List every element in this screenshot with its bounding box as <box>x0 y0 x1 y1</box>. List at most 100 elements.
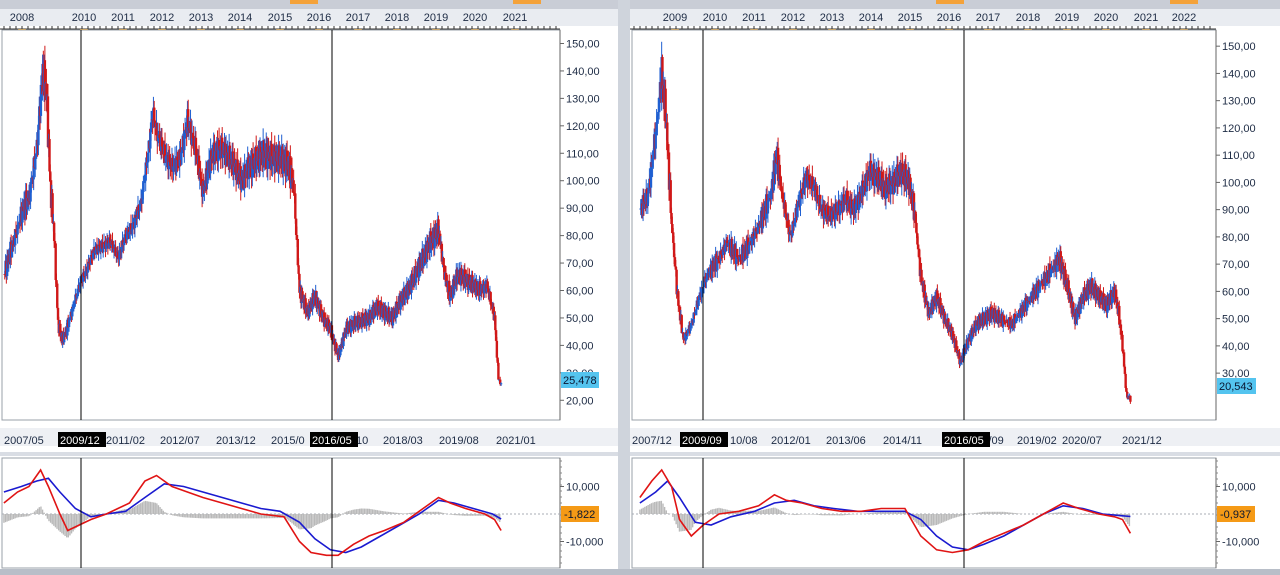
panel-divider[interactable] <box>618 0 630 575</box>
price-tick-label: 110,00 <box>566 148 599 160</box>
candle-body <box>686 331 690 334</box>
candle-body <box>128 231 131 235</box>
candle-body <box>947 318 950 332</box>
candle-body <box>755 228 758 232</box>
last-price-badge <box>561 372 599 388</box>
candle-body <box>225 146 229 156</box>
toolbar-strip <box>630 0 1280 9</box>
candle-body <box>492 306 495 321</box>
candle-body <box>377 300 380 312</box>
candle-body <box>332 334 335 342</box>
candle-body <box>118 250 121 260</box>
candle-body <box>112 248 116 252</box>
candle-body <box>115 255 118 257</box>
candle-body <box>862 186 865 196</box>
left-chart[interactable]: 2008 2010 2011 2012 2013 2014 2015 2016 2017 2018… <box>0 0 618 575</box>
candle-body <box>373 306 376 319</box>
candle-body <box>21 206 24 223</box>
candle-body <box>816 195 820 200</box>
candle-body <box>754 228 757 237</box>
candle-body <box>295 234 299 239</box>
macd-last-label: -0,937 <box>1220 509 1251 521</box>
price-tick-label: 90,00 <box>1222 205 1250 217</box>
date-label: 2012/07 <box>160 435 200 447</box>
cursor-date-label: 2016/05 <box>944 435 984 447</box>
candle-body <box>1015 316 1019 319</box>
candle-body <box>716 257 720 259</box>
candle-body <box>1122 351 1125 353</box>
date-label: 2020/07 <box>1062 435 1102 447</box>
candle-body <box>708 272 711 275</box>
panel-separator <box>0 452 618 456</box>
left-chart-panel[interactable]: 2008 2010 2011 2012 2013 2014 2015 2016 2017 2018… <box>0 0 618 575</box>
date-label: 2015/0 <box>271 435 305 447</box>
candle-body <box>702 286 706 288</box>
candle-body <box>697 299 700 306</box>
candle-body <box>724 245 727 252</box>
candle-body <box>1064 269 1067 285</box>
candle-body <box>197 155 201 179</box>
year-label: 2020 <box>1094 12 1118 24</box>
candle-body <box>932 300 935 312</box>
candle-body <box>682 332 685 340</box>
candle-body <box>62 332 66 343</box>
date-label: 2019/08 <box>439 435 479 447</box>
price-plot-area <box>631 29 1217 421</box>
candle-body <box>448 291 452 301</box>
candle-body <box>677 305 681 307</box>
candle-body <box>414 268 418 283</box>
candle-body <box>951 331 955 340</box>
candle-body <box>32 157 35 180</box>
candle-body <box>91 252 95 259</box>
candle-body <box>1049 269 1052 277</box>
candle-body <box>217 139 221 150</box>
price-tick-label: 80,00 <box>1222 232 1250 244</box>
candle-body <box>274 151 277 173</box>
right-chart-panel[interactable]: 2009 2010 2011 2012 2013 2014 2015 2016 2017 2018… <box>630 0 1280 575</box>
candle-body <box>270 143 273 167</box>
candle-body <box>146 162 149 166</box>
candle-body <box>102 248 105 250</box>
candle-body <box>34 153 38 159</box>
price-tick-label: 40,00 <box>1222 341 1250 353</box>
candle-body <box>180 147 184 153</box>
time-header <box>630 9 1280 26</box>
candle-body <box>792 221 795 225</box>
candle-body <box>190 133 194 145</box>
candle-body <box>195 155 198 158</box>
candle-body <box>642 195 646 206</box>
year-label: 2012 <box>781 12 805 24</box>
candle-body <box>236 159 239 178</box>
candle-body <box>335 343 338 354</box>
candle-body <box>407 284 410 299</box>
last-price-badge <box>1217 378 1256 394</box>
price-tick-label: 60,00 <box>1222 286 1250 298</box>
candle-body <box>168 155 171 163</box>
panel-separator <box>630 452 1280 456</box>
candle-body <box>199 171 202 178</box>
candle-body <box>224 146 228 166</box>
price-tick-label: 130,00 <box>566 93 600 105</box>
candle-body <box>56 307 60 320</box>
year-label: 2009 <box>663 12 687 24</box>
candle-body <box>210 150 213 160</box>
year-label: 2011 <box>111 12 135 24</box>
right-chart[interactable]: 2009 2010 2011 2012 2013 2014 2015 2016 2017 2018… <box>630 0 1280 575</box>
toolbar-marker <box>1170 0 1198 4</box>
candle-body <box>486 281 489 289</box>
macd-last-badge <box>561 506 599 522</box>
candle-body <box>1119 324 1123 335</box>
candle-body <box>792 223 796 225</box>
candle-body <box>793 217 797 224</box>
macd-tick-label: -10,000 <box>1222 537 1259 549</box>
candle-body <box>175 156 178 173</box>
candle-body <box>756 224 759 234</box>
candle-body <box>667 152 671 190</box>
candle-body <box>901 163 904 177</box>
candle-body <box>800 192 804 194</box>
candle-body <box>167 155 171 170</box>
candle-body <box>666 122 669 151</box>
candle-body <box>787 219 790 235</box>
candle-body <box>680 315 683 334</box>
candle-body <box>437 219 440 238</box>
